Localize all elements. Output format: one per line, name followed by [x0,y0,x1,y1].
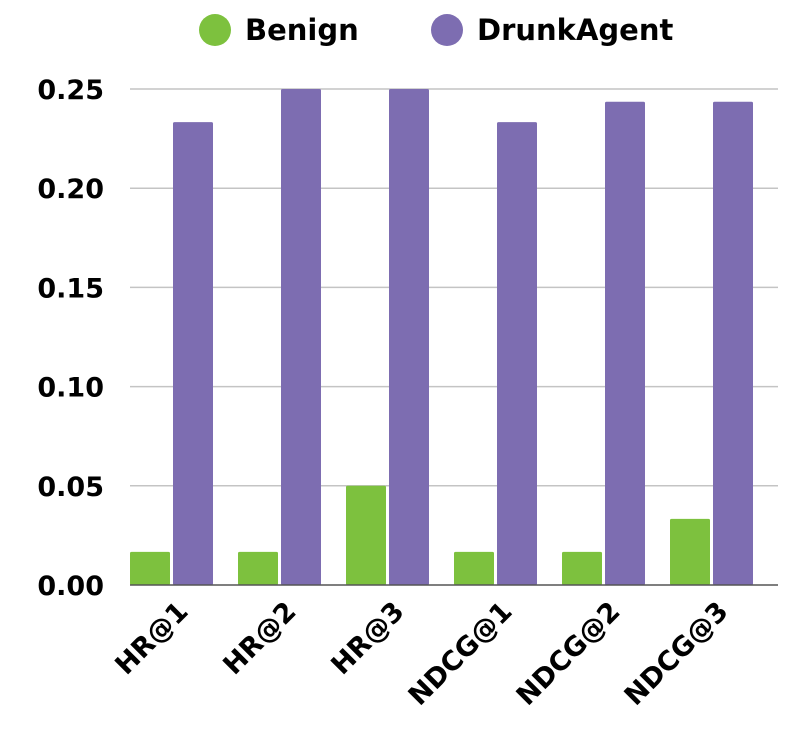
bar-benign-ndcg@3 [670,518,710,585]
legend-item-benign: Benign [199,13,359,47]
y-tick-label: 0.10 [37,373,104,404]
bars [130,89,753,585]
legend: Benign DrunkAgent [199,13,673,47]
legend-marker [199,14,231,46]
bar-drunkagent-hr@1 [173,122,213,585]
bar-drunkagent-hr@2 [281,89,321,585]
bar-benign-hr@3 [346,485,386,585]
legend-label: DrunkAgent [477,13,673,47]
x-tick-label: NDCG@3 [619,596,735,712]
x-tick-label: NDCG@1 [403,596,519,712]
y-axis-ticks: 0.00 0.05 0.10 0.15 0.20 0.25 [37,75,104,602]
x-tick-label: NDCG@2 [511,596,627,712]
bar-drunkagent-ndcg@3 [713,101,753,585]
bar-drunkagent-ndcg@2 [605,101,645,585]
bar-drunkagent-ndcg@1 [497,122,537,585]
bar-drunkagent-hr@3 [389,89,429,585]
bar-benign-hr@1 [130,551,170,585]
legend-item-drunkagent: DrunkAgent [431,13,673,47]
gridlines [130,88,778,487]
bar-benign-ndcg@2 [562,551,602,585]
y-tick-label: 0.20 [37,174,104,205]
y-tick-label: 0.00 [37,571,104,602]
x-tick-label: HR@3 [325,596,410,681]
x-tick-label: HR@1 [109,596,194,681]
x-tick-label: HR@2 [217,596,302,681]
bar-benign-hr@2 [238,551,278,585]
legend-marker [431,14,463,46]
y-tick-label: 0.05 [37,472,104,503]
y-tick-label: 0.15 [37,273,104,304]
y-tick-label: 0.25 [37,75,104,106]
legend-label: Benign [245,13,359,47]
bar-benign-ndcg@1 [454,551,494,585]
